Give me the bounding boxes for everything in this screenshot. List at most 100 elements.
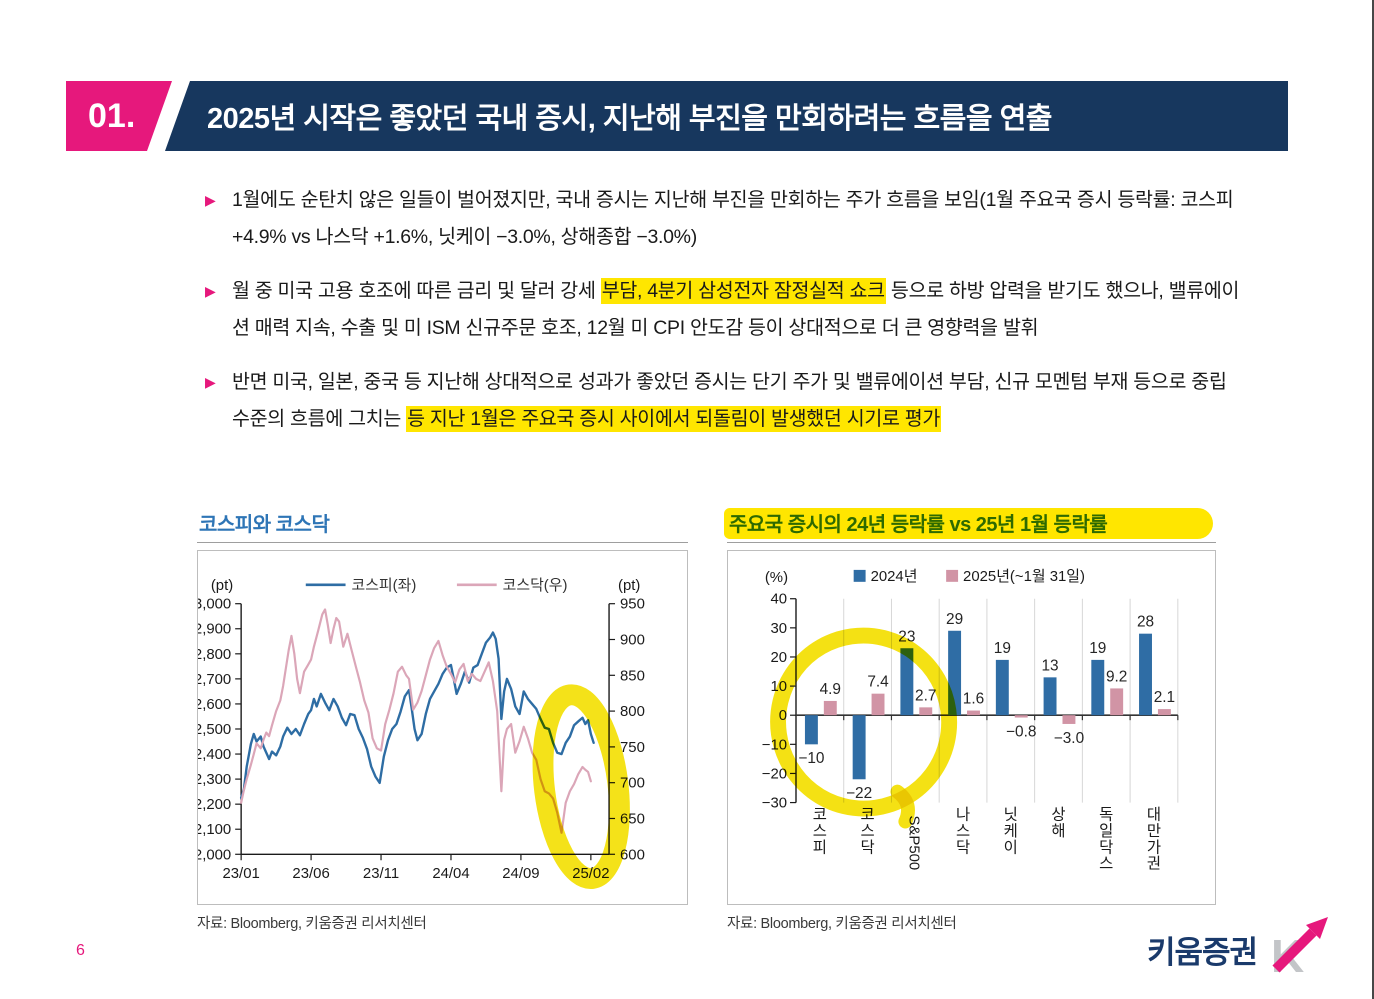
svg-text:20: 20 [770,650,787,666]
highlighted-text: 등 지난 1월은 주요국 증시 사이에서 되돌림이 발생했던 시기로 평가 [406,406,942,432]
bar-2025년(~1월 31일)-대만가권 [1157,709,1171,716]
screen-right-edge [1372,0,1374,999]
svg-text:2,300: 2,300 [198,772,231,788]
bar-2025년(~1월 31일)-S&P500 [919,707,933,716]
bar-2025년(~1월 31일)-독일닥스 [1110,688,1124,716]
y-axis-unit: (%) [765,570,788,586]
kospi-kosdaq-chart-section: 코스피와 코스닥 2,000 2,100 2,200 2,300 2,400 2,500 2… [197,512,688,933]
svg-text:−30: −30 [762,796,787,812]
bar-value-label: 29 [946,611,963,628]
left-axis-unit: (pt) [211,578,233,594]
line-chart: 2,000 2,100 2,200 2,300 2,400 2,500 2,600 2,700… [198,577,645,890]
highlighted-text: 부담, 4분기 삼성전자 잠정실적 쇼크 [600,278,886,304]
bullet-text: 월 중 미국 고용 호조에 따른 금리 및 달러 강세 [232,280,601,302]
right-chart-source: 자료: Bloomberg, 키움증권 리서치센터 [727,916,957,932]
line-chart-canvas: 2,000 2,100 2,200 2,300 2,400 2,500 2,600 2,700… [198,577,645,890]
bullet-text: 반면 미국, 일본, 중국 등 지난해 상대적으로 성과가 좋았던 증시는 단기… [232,371,1227,430]
bullet-text: 등으로 하방 압력을 받기도 했으나, 밸류에이션 매력 지속, 수출 및 미 … [232,280,1240,339]
bar-2024년-코스닥 [852,715,866,780]
page-number: 6 [76,942,85,959]
yellow-marker-tail [890,784,915,829]
bar-2024년-상해 [1043,677,1057,716]
svg-text:2,000: 2,000 [198,847,231,863]
bar-value-label: 19 [994,640,1011,657]
svg-text:40: 40 [770,592,787,608]
section-number: 01. [88,97,136,135]
svg-text:24/09: 24/09 [502,866,539,882]
returns-bar-chart: −30 −20 −10 0 10 20 30 40 (%) 2024년 2025년(~1월 31일)… [727,550,1216,905]
bar-value-label: 28 [1137,614,1154,631]
svg-text:3,000: 3,000 [198,597,231,613]
svg-text:2,800: 2,800 [198,647,231,663]
bar-value-label: 19 [1089,640,1106,657]
left-chart-title: 코스피와 코스닥 [199,514,330,536]
svg-text:−20: −20 [762,766,787,782]
title-highlight-band [724,508,1213,539]
svg-text:30: 30 [770,621,787,637]
svg-text:2,400: 2,400 [198,747,231,763]
page-title: 2025년 시작은 좋았던 국내 증시, 지난해 부진을 만회하려는 흐름을 연… [207,103,1052,135]
svg-text:2,200: 2,200 [198,797,231,813]
bar-value-label: 2.7 [915,687,936,704]
bullet-list: ▶ 1월에도 순탄치 않은 일들이 벌어졌지만, 국내 증시는 지난해 부진을 만… [205,182,1243,455]
line-series-1 [240,608,592,834]
bar-value-label: 2.1 [1154,689,1175,706]
bar-value-label: −22 [846,785,872,802]
legend-label: 2025년(~1월 31일) [963,568,1085,585]
svg-text:23/11: 23/11 [363,866,399,882]
svg-text:750: 750 [620,740,645,756]
svg-text:2,500: 2,500 [198,722,231,738]
bar-2024년-독일닥스 [1091,659,1105,716]
bar-2025년(~1월 31일)-나스닥 [967,710,980,716]
svg-text:2,700: 2,700 [198,672,231,688]
left-chart-title-row: 코스피와 코스닥 [197,512,688,543]
svg-text:24/04: 24/04 [432,866,469,882]
triangle-bullet-icon: ▶ [205,192,216,208]
legend-swatch [853,569,866,582]
up-arrow-shaft [1272,928,1317,973]
bar-2024년-대만가권 [1139,633,1152,716]
bar-2025년(~1월 31일)-닛케이 [1014,715,1028,718]
kospi-kosdaq-chart: 2,000 2,100 2,200 2,300 2,400 2,500 2,600 2,700… [197,550,688,905]
bar-2024년-S&P500 [900,648,914,716]
triangle-bullet-icon: ▶ [205,283,216,299]
svg-text:800: 800 [620,704,645,720]
triangle-bullet-icon: ▶ [205,374,216,390]
bar-2024년-코스피 [804,715,818,745]
svg-text:2,100: 2,100 [198,822,231,838]
bar-value-label: −10 [798,750,824,767]
bar-value-label: 9.2 [1106,668,1127,685]
bar-value-label: −3.0 [1054,730,1084,747]
kiwoom-logo-canvas: K 키움증권 [1147,917,1328,982]
up-arrow-icon [1306,917,1328,939]
bar-value-label: 1.6 [963,691,984,708]
bullet-item: ▶ 반면 미국, 일본, 중국 등 지난해 상대적으로 성과가 좋았던 증시는 단… [205,364,1243,438]
bar-2025년(~1월 31일)-상해 [1062,715,1076,724]
bar-value-label: 7.4 [867,674,889,691]
section-number-badge: 01. [66,81,172,151]
svg-text:850: 850 [620,668,645,684]
bullet-item: ▶ 월 중 미국 고용 호조에 따른 금리 및 달러 강세 부담, 4분기 삼성전… [205,273,1243,347]
right-chart-title-row: 주요국 증시의 24년 등락률 vs 25년 1월 등락률 [724,508,1216,543]
svg-text:2,900: 2,900 [198,622,231,638]
kiwoom-logo: K 키움증권 [1145,914,1350,986]
bar-2024년-닛케이 [995,659,1009,716]
legend-swatch [946,569,959,582]
logo-text: 키움증권 [1147,935,1257,970]
slide-title-banner: 2025년 시작은 좋았던 국내 증시, 지난해 부진을 만회하려는 흐름을 연… [165,81,1288,151]
svg-text:2,600: 2,600 [198,697,231,713]
returns-chart-section: 주요국 증시의 24년 등락률 vs 25년 1월 등락률 −30 −20 −10 0… [724,508,1216,933]
bar-value-label: 4.9 [820,681,841,698]
svg-text:900: 900 [620,632,645,648]
svg-text:23/06: 23/06 [292,866,329,882]
bar-2025년(~1월 31일)-코스닥 [871,693,885,716]
line-series-0 [239,631,595,800]
